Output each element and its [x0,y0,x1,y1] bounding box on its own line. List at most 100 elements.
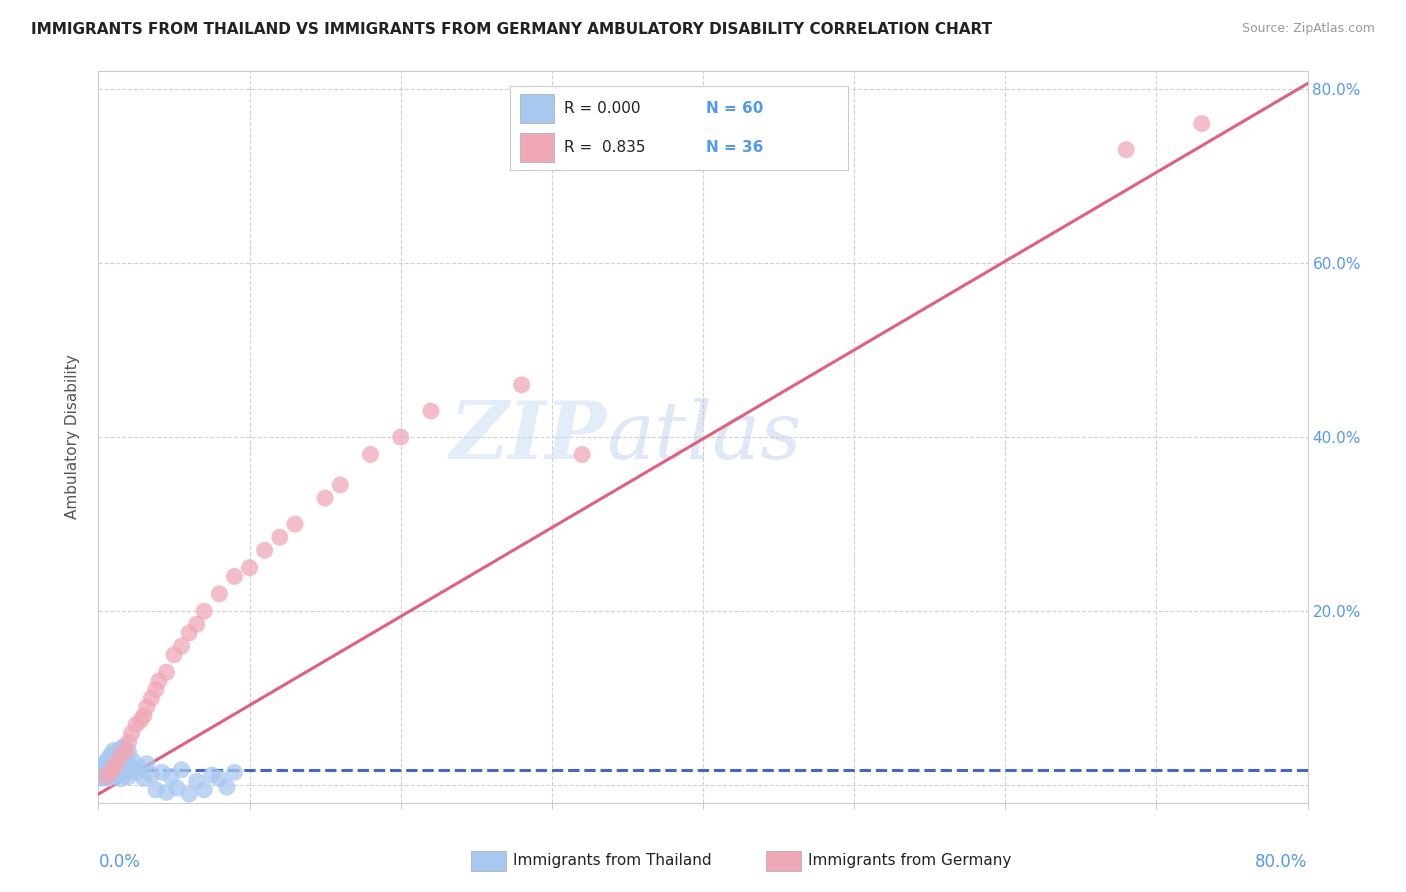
Point [389,430,412,444]
Point [93,756,115,771]
Point [155,665,177,680]
Point [208,587,231,601]
Point [100,765,122,780]
Point [118,745,141,759]
Point [239,560,262,574]
Point [208,772,231,786]
Point [100,747,122,762]
Point [141,691,163,706]
Point [111,747,134,762]
Point [89,770,111,784]
Point [141,768,163,782]
Text: ZIP: ZIP [450,399,606,475]
Point [150,765,173,780]
Point [571,448,593,462]
Point [145,682,167,697]
Point [1191,117,1213,131]
Point [135,756,157,771]
Point [269,530,291,544]
Text: 80.0%: 80.0% [1256,853,1308,871]
Point [103,761,125,775]
Point [101,768,124,782]
Point [105,745,128,759]
Point [170,639,193,653]
Point [100,761,122,775]
Point [186,617,208,632]
Point [118,770,141,784]
Point [224,569,246,583]
Point [94,770,117,784]
Text: atlas: atlas [606,399,801,475]
Point [93,763,115,777]
Y-axis label: Ambulatory Disability: Ambulatory Disability [65,355,80,519]
Point [135,700,157,714]
Text: IMMIGRANTS FROM THAILAND VS IMMIGRANTS FROM GERMANY AMBULATORY DISABILITY CORREL: IMMIGRANTS FROM THAILAND VS IMMIGRANTS F… [31,22,993,37]
Point [105,756,128,771]
Point [118,735,141,749]
Point [98,772,121,786]
Point [360,448,382,462]
Point [90,772,112,786]
Point [96,752,118,766]
Point [103,763,125,777]
Point [179,787,201,801]
Point [160,770,183,784]
Point [163,648,186,662]
Point [155,785,177,799]
Point [98,756,121,771]
Point [107,756,129,771]
Point [170,763,193,777]
Point [120,759,142,773]
Point [108,752,131,766]
Point [96,765,118,780]
Point [420,404,443,418]
Point [132,772,155,786]
Point [90,765,112,780]
Point [284,517,307,532]
Point [101,754,124,768]
Point [111,754,134,768]
Point [148,673,170,688]
Point [115,756,138,771]
Point [110,772,132,786]
Point [91,761,114,775]
Text: Immigrants from Germany: Immigrants from Germany [808,854,1012,868]
Point [145,782,167,797]
Text: Immigrants from Thailand: Immigrants from Thailand [513,854,711,868]
Point [112,768,135,782]
Point [224,765,246,780]
Point [121,726,143,740]
Point [329,478,352,492]
Point [122,754,145,768]
Point [125,765,148,780]
Point [166,780,188,795]
Point [125,717,148,731]
Point [112,739,135,754]
Point [110,747,132,762]
Point [132,708,155,723]
Point [103,743,125,757]
Point [253,543,276,558]
Point [94,759,117,773]
Point [121,763,143,777]
Point [314,491,336,505]
Point [91,768,114,782]
Point [94,770,117,784]
Point [114,750,136,764]
Point [114,743,136,757]
Point [128,761,150,775]
Point [129,713,152,727]
Point [215,780,238,794]
Point [107,759,129,773]
Point [104,765,127,780]
Text: Source: ZipAtlas.com: Source: ZipAtlas.com [1241,22,1375,36]
Point [201,768,224,782]
Point [104,750,127,764]
Point [105,770,128,784]
Point [114,761,136,775]
Point [179,626,201,640]
Point [115,765,138,780]
Point [193,604,215,618]
Text: 0.0%: 0.0% [98,853,141,871]
Point [186,774,208,789]
